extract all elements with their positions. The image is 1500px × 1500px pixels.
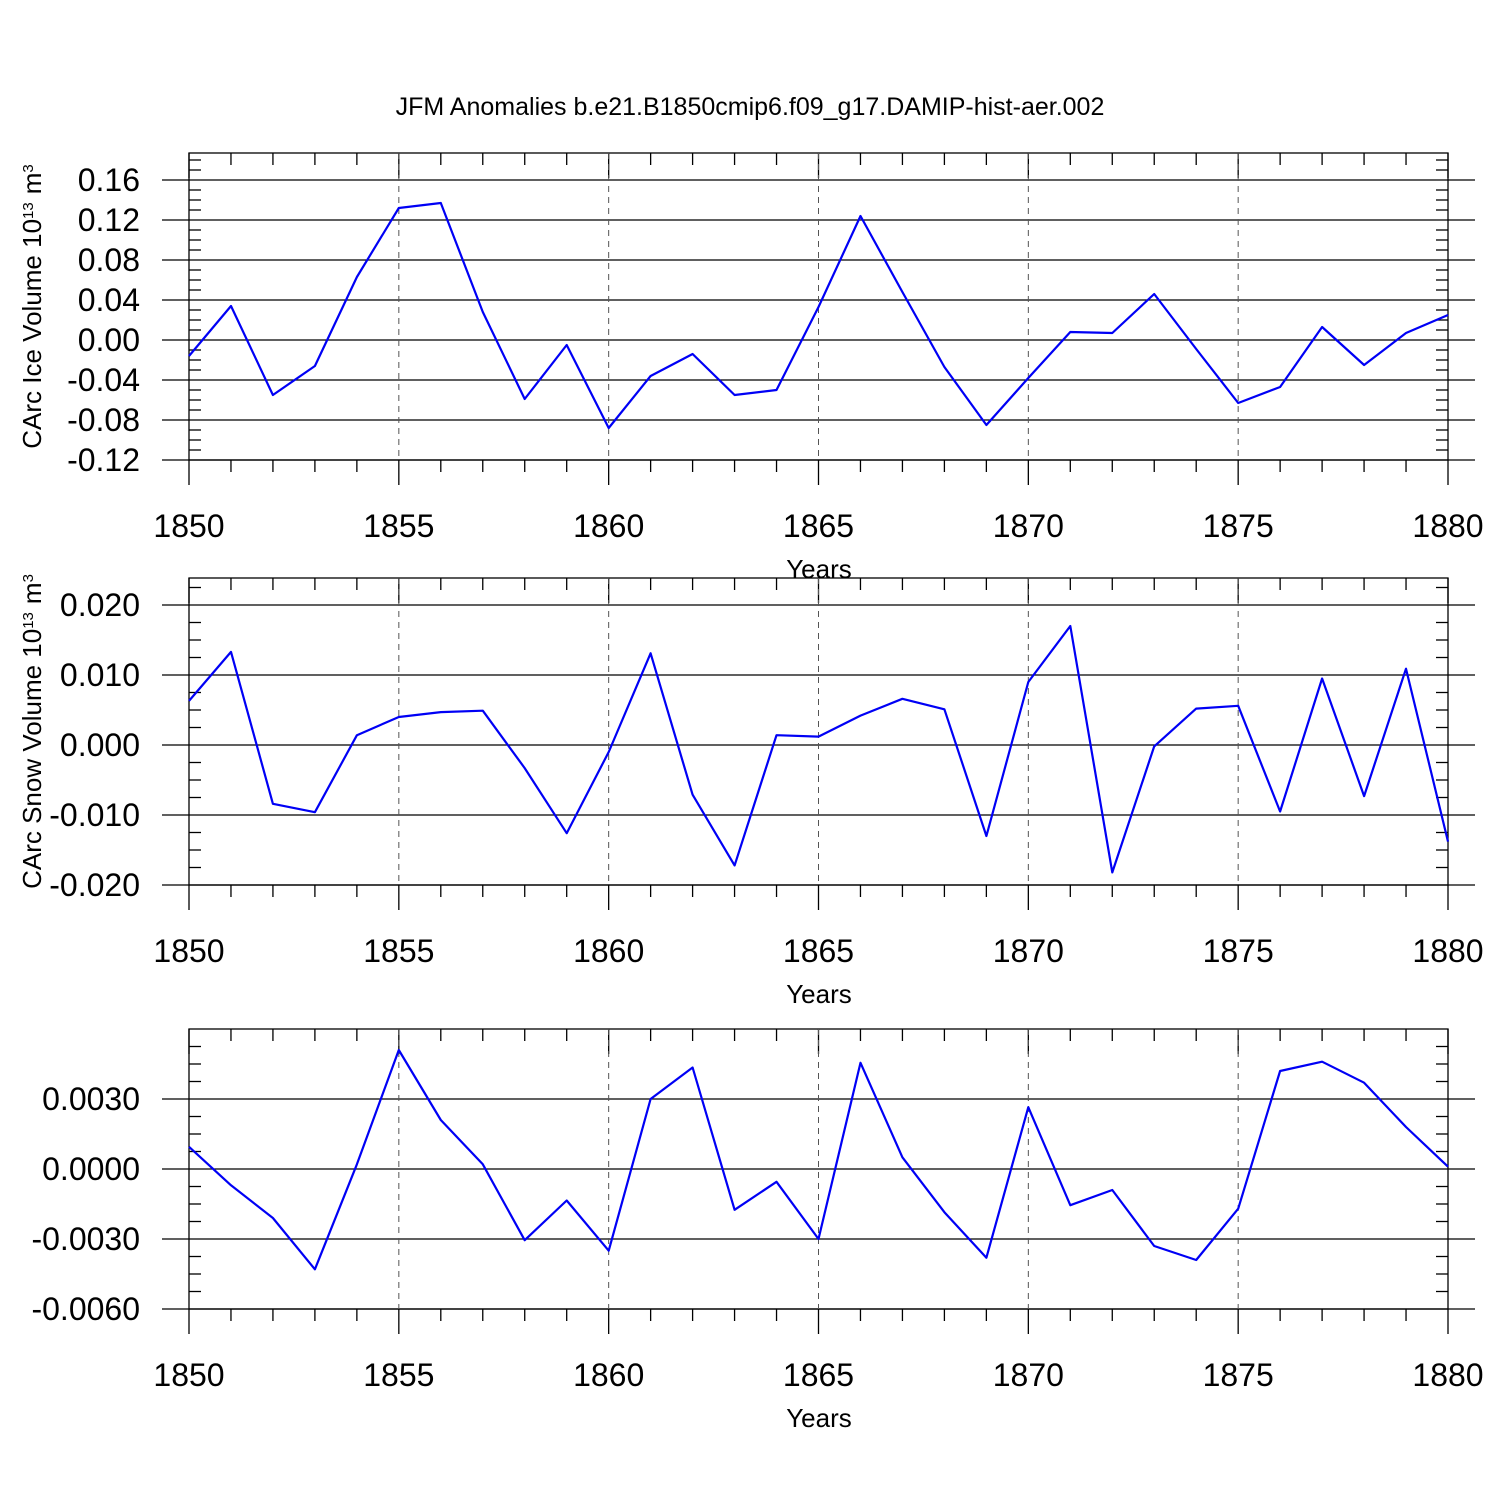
panel-1-x-tick-label: 1875 <box>1203 508 1274 544</box>
panel-3-x-tick-label: 1865 <box>783 1357 854 1393</box>
panel-2-x-tick-label: 1855 <box>363 933 434 969</box>
panel-3-y-tick-label: 0.0000 <box>42 1151 140 1187</box>
panel-3-y-tick-label: -0.0030 <box>31 1221 140 1257</box>
panel-2-y-tick-label: 0.000 <box>60 727 140 763</box>
panel-2-x-tick-label: 1850 <box>153 933 224 969</box>
panel-2-y-tick-label: -0.020 <box>49 867 140 903</box>
panel-1-y-tick-label: 0.00 <box>78 322 140 358</box>
panel-1-y-tick-label: 0.12 <box>78 202 140 238</box>
panel-3-series-line <box>188 1048 1449 1271</box>
panel-1-series-line <box>188 201 1449 430</box>
panel-1-x-tick-label: 1850 <box>153 508 224 544</box>
panel-2-y-axis-title: CArc Snow Volume 1013m3 <box>17 574 47 889</box>
panel-1-x-tick-label: 1860 <box>573 508 644 544</box>
panel-3-y-tick-label: -0.0060 <box>31 1291 140 1327</box>
panel-2-x-tick-label: 1870 <box>993 933 1064 969</box>
panel-1-x-tick-label: 1855 <box>363 508 434 544</box>
panel-2-x-tick-label: 1875 <box>1203 933 1274 969</box>
panel-2-x-axis-title: Years <box>786 979 852 1009</box>
panel-1-x-tick-label: 1865 <box>783 508 854 544</box>
panel-1-y-tick-label: 0.08 <box>78 242 140 278</box>
panel-1-y-tick-label: 0.16 <box>78 162 140 198</box>
panel-3-y-tick-label: 0.0030 <box>42 1081 140 1117</box>
panel-1-y-tick-label: -0.12 <box>67 442 140 478</box>
panel-3-x-tick-label: 1850 <box>153 1357 224 1393</box>
panel-2-x-tick-label: 1860 <box>573 933 644 969</box>
panel-1-y-tick-label: -0.08 <box>67 402 140 438</box>
panel-3: 0.0030 0.0000 -0.0030 -0.0060 1850 1855 1860 18… <box>31 1028 1484 1433</box>
chart-title: JFM Anomalies b.e21.B1850cmip6.f09_g17.D… <box>396 93 1105 121</box>
panel-2-series-line <box>188 624 1450 874</box>
panel-1: 0.16 0.12 0.08 0.04 0.00 -0.04 -0.08 -0.12 1850 1… <box>17 152 1484 584</box>
panel-1-x-tick-label: 1880 <box>1412 508 1483 544</box>
panel-2-x-tick-label: 1880 <box>1412 933 1483 969</box>
panel-3-x-tick-label: 1880 <box>1412 1357 1483 1393</box>
panel-2-x-tick-label: 1865 <box>783 933 854 969</box>
panel-3-x-tick-label: 1875 <box>1203 1357 1274 1393</box>
panel-1-y-tick-label: -0.04 <box>67 362 140 398</box>
panel-3-x-tick-label: 1860 <box>573 1357 644 1393</box>
panel-1-y-tick-label: 0.04 <box>78 282 140 318</box>
panel-2: 0.020 0.010 0.000 -0.010 -0.020 1850 1855 1860 1… <box>17 574 1484 1009</box>
panel-1-x-tick-label: 1870 <box>993 508 1064 544</box>
panel-3-x-axis-title: Years <box>786 1403 852 1433</box>
panel-2-y-tick-label: 0.020 <box>60 587 140 623</box>
panel-1-y-axis-title: CArc Ice Volume 1013m3 <box>17 164 47 448</box>
panel-3-x-tick-label: 1855 <box>363 1357 434 1393</box>
panel-3-x-tick-label: 1870 <box>993 1357 1064 1393</box>
panel-2-y-tick-label: 0.010 <box>60 657 140 693</box>
panel-2-y-tick-label: -0.010 <box>49 797 140 833</box>
